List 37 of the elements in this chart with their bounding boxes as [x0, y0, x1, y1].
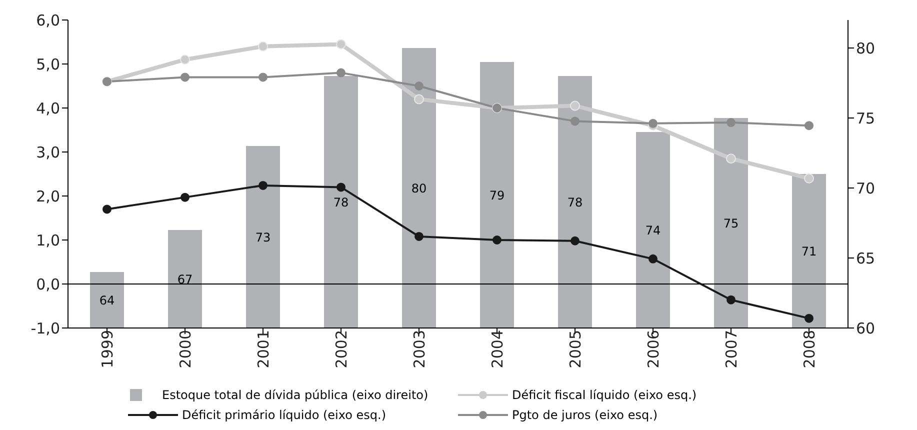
y-tick-label: -1,0 [30, 319, 60, 338]
x-tick-label: 2002 [332, 330, 351, 368]
x-tick-label: 2005 [566, 330, 585, 368]
x-tick-label: 1999 [98, 330, 117, 368]
data-label: 78 [567, 195, 583, 210]
data-label: 67 [177, 272, 193, 286]
y-tick-label: 4,0 [36, 99, 60, 118]
y-tick-label: 3,0 [36, 143, 60, 162]
x-tick-label: 2006 [644, 330, 663, 368]
y2-tick-label: 60 [856, 319, 876, 338]
data-label: 80 [411, 181, 427, 196]
data-label: 64 [99, 293, 115, 308]
x-tick-label: 2003 [410, 330, 429, 368]
y-tick-label: 5,0 [36, 55, 60, 74]
legend-label: Déficit primário líquido (eixo esq.) [182, 408, 386, 422]
legend-label: Estoque total de dívida pública (eixo direito) [162, 388, 428, 402]
y-tick-label: 0,0 [36, 275, 60, 294]
legend-label: Pgto de juros (eixo esq.) [512, 408, 658, 422]
y-tick-label: 1,0 [36, 231, 60, 250]
data-label: 71 [801, 244, 817, 258]
data-label: 75 [723, 216, 739, 230]
y2-tick-label: 75 [856, 109, 876, 128]
data-label: 78 [333, 195, 349, 210]
x-tick-label: 2001 [254, 330, 273, 368]
x-tick-label: 2007 [722, 330, 741, 368]
data-label: 74 [645, 223, 661, 238]
data-label: 79 [489, 188, 505, 202]
x-tick-label: 2008 [800, 330, 819, 368]
x-tick-label: 2004 [488, 330, 507, 368]
legend-label: Déficit fiscal líquido (eixo esq.) [512, 388, 697, 402]
y2-tick-label: 65 [856, 249, 876, 268]
data-label: 73 [255, 230, 271, 244]
y-tick-label: 2,0 [36, 187, 60, 206]
x-tick-label: 2000 [176, 330, 195, 368]
y2-tick-label: 80 [856, 39, 876, 58]
y2-tick-label: 70 [856, 179, 876, 198]
y-tick-label: 6,0 [36, 11, 60, 30]
